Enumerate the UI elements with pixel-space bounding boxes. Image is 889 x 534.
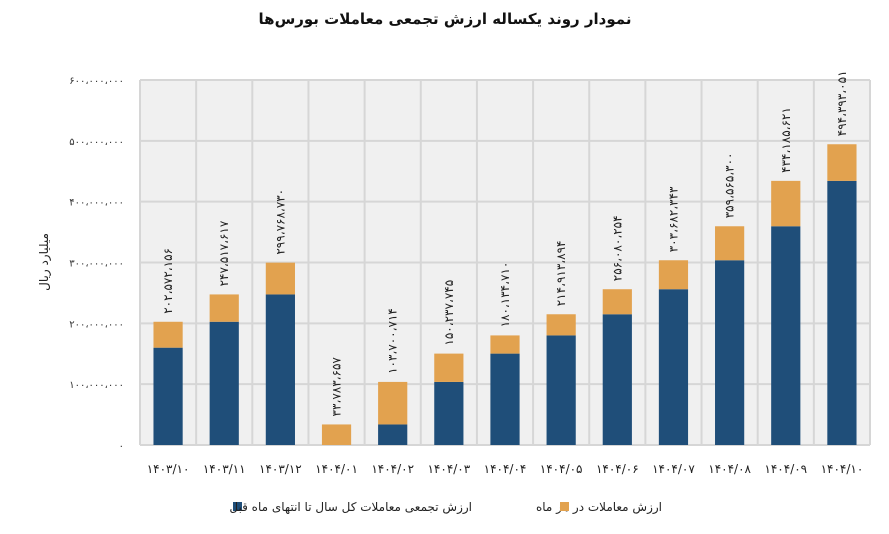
bar-monthly bbox=[715, 226, 745, 261]
x-tick-label: ۱۴۰۴/۰۶ bbox=[596, 462, 639, 476]
x-tick-label: ۱۴۰۳/۱۰ bbox=[147, 462, 190, 476]
data-label: ۲۱۴،۹۱۳،۸۹۴ bbox=[554, 240, 568, 306]
data-label: ۱۵۰،۲۳۷،۷۴۵ bbox=[442, 280, 456, 346]
bar-monthly bbox=[546, 314, 576, 336]
legend-label-monthly: ارزش معاملات در هر ماه bbox=[536, 500, 662, 515]
bar-cumulative bbox=[378, 424, 408, 445]
x-tick-label: ۱۴۰۴/۰۴ bbox=[484, 462, 527, 476]
bar-monthly bbox=[434, 353, 464, 382]
data-label: ۴۹۴،۳۹۳،۰۵۱ bbox=[835, 70, 849, 136]
legend-label-cumulative: ارزش تجمعی معاملات کل سال تا انتهای ماه … bbox=[229, 500, 472, 515]
x-tick-label: ۱۴۰۳/۱۲ bbox=[259, 462, 302, 476]
x-tick-label: ۱۴۰۴/۰۹ bbox=[764, 462, 807, 476]
x-tick-label: ۱۴۰۴/۰۸ bbox=[708, 462, 751, 476]
data-label: ۲۵۶،۰۸۰،۲۵۴ bbox=[610, 215, 624, 281]
bar-monthly bbox=[827, 144, 857, 181]
x-tick-label: ۱۴۰۴/۰۵ bbox=[540, 462, 583, 476]
bar-cumulative bbox=[209, 321, 239, 445]
bar-monthly bbox=[490, 335, 520, 354]
data-label: ۲۰۲،۵۷۲،۱۵۶ bbox=[161, 248, 175, 314]
y-tick-label: ۴۰۰،۰۰۰،۰۰۰ bbox=[69, 198, 124, 209]
bar-monthly bbox=[321, 424, 352, 445]
x-tick-label: ۱۴۰۳/۱۱ bbox=[203, 462, 246, 476]
bar-cumulative bbox=[153, 347, 183, 445]
data-label: ۳۳،۷۸۳،۶۵۷ bbox=[330, 357, 344, 417]
data-label: ۲۹۹،۷۶۸،۷۳۰ bbox=[273, 189, 287, 255]
x-tick-label: ۱۴۰۴/۰۱ bbox=[315, 462, 358, 476]
bar-monthly bbox=[209, 294, 239, 322]
data-label: ۳۵۹،۵۶۵،۳۰۰ bbox=[723, 152, 737, 218]
bar-monthly bbox=[265, 262, 295, 295]
x-tick-label: ۱۴۰۴/۰۳ bbox=[427, 462, 470, 476]
data-label: ۴۳۴،۱۸۵،۶۲۱ bbox=[779, 107, 793, 173]
bar-monthly bbox=[153, 321, 183, 348]
chart-title: نمودار روند یکساله ارزش تجمعی معاملات بو… bbox=[259, 10, 632, 28]
data-label: ۳۰۳،۶۸۲،۳۴۳ bbox=[666, 186, 680, 252]
bar-cumulative bbox=[658, 289, 689, 445]
bar-monthly bbox=[771, 180, 801, 227]
y-tick-label: ۳۰۰،۰۰۰،۰۰۰ bbox=[69, 259, 124, 270]
data-label: ۲۴۷،۵۱۷،۶۱۷ bbox=[217, 220, 231, 286]
bar-cumulative bbox=[546, 335, 576, 445]
bar-cumulative bbox=[434, 381, 464, 445]
y-tick-label: ۰ bbox=[119, 441, 124, 452]
bar-cumulative bbox=[602, 314, 632, 445]
y-tick-label: ۵۰۰،۰۰۰،۰۰۰ bbox=[69, 137, 124, 148]
x-tick-label: ۱۴۰۴/۱۰ bbox=[821, 462, 864, 476]
bar-monthly bbox=[602, 289, 632, 315]
bar-cumulative bbox=[827, 180, 857, 445]
bar-cumulative bbox=[265, 294, 295, 445]
y-tick-label: ۱۰۰،۰۰۰،۰۰۰ bbox=[69, 380, 124, 391]
data-label: ۱۸۰،۱۳۴،۷۱۰ bbox=[498, 262, 512, 328]
x-tick-label: ۱۴۰۴/۰۷ bbox=[652, 462, 695, 476]
y-tick-label: ۲۰۰،۰۰۰،۰۰۰ bbox=[69, 319, 124, 330]
legend-swatch-monthly bbox=[560, 502, 569, 511]
y-axis-label: میلیارد ریال bbox=[37, 233, 52, 291]
x-tick-label: ۱۴۰۴/۰۲ bbox=[371, 462, 414, 476]
legend-swatch-cumulative bbox=[233, 502, 242, 511]
bar-cumulative bbox=[490, 353, 520, 445]
legend: ارزش تجمعی معاملات کل سال تا انتهای ماه … bbox=[229, 500, 662, 515]
y-tick-label: ۶۰۰،۰۰۰،۰۰۰ bbox=[69, 76, 124, 87]
bar-monthly bbox=[378, 381, 408, 425]
data-label: ۱۰۳،۷۰۰،۷۱۴ bbox=[386, 308, 400, 374]
bar-cumulative bbox=[715, 260, 745, 445]
bar-monthly bbox=[658, 260, 689, 290]
bar-cumulative bbox=[771, 226, 801, 445]
